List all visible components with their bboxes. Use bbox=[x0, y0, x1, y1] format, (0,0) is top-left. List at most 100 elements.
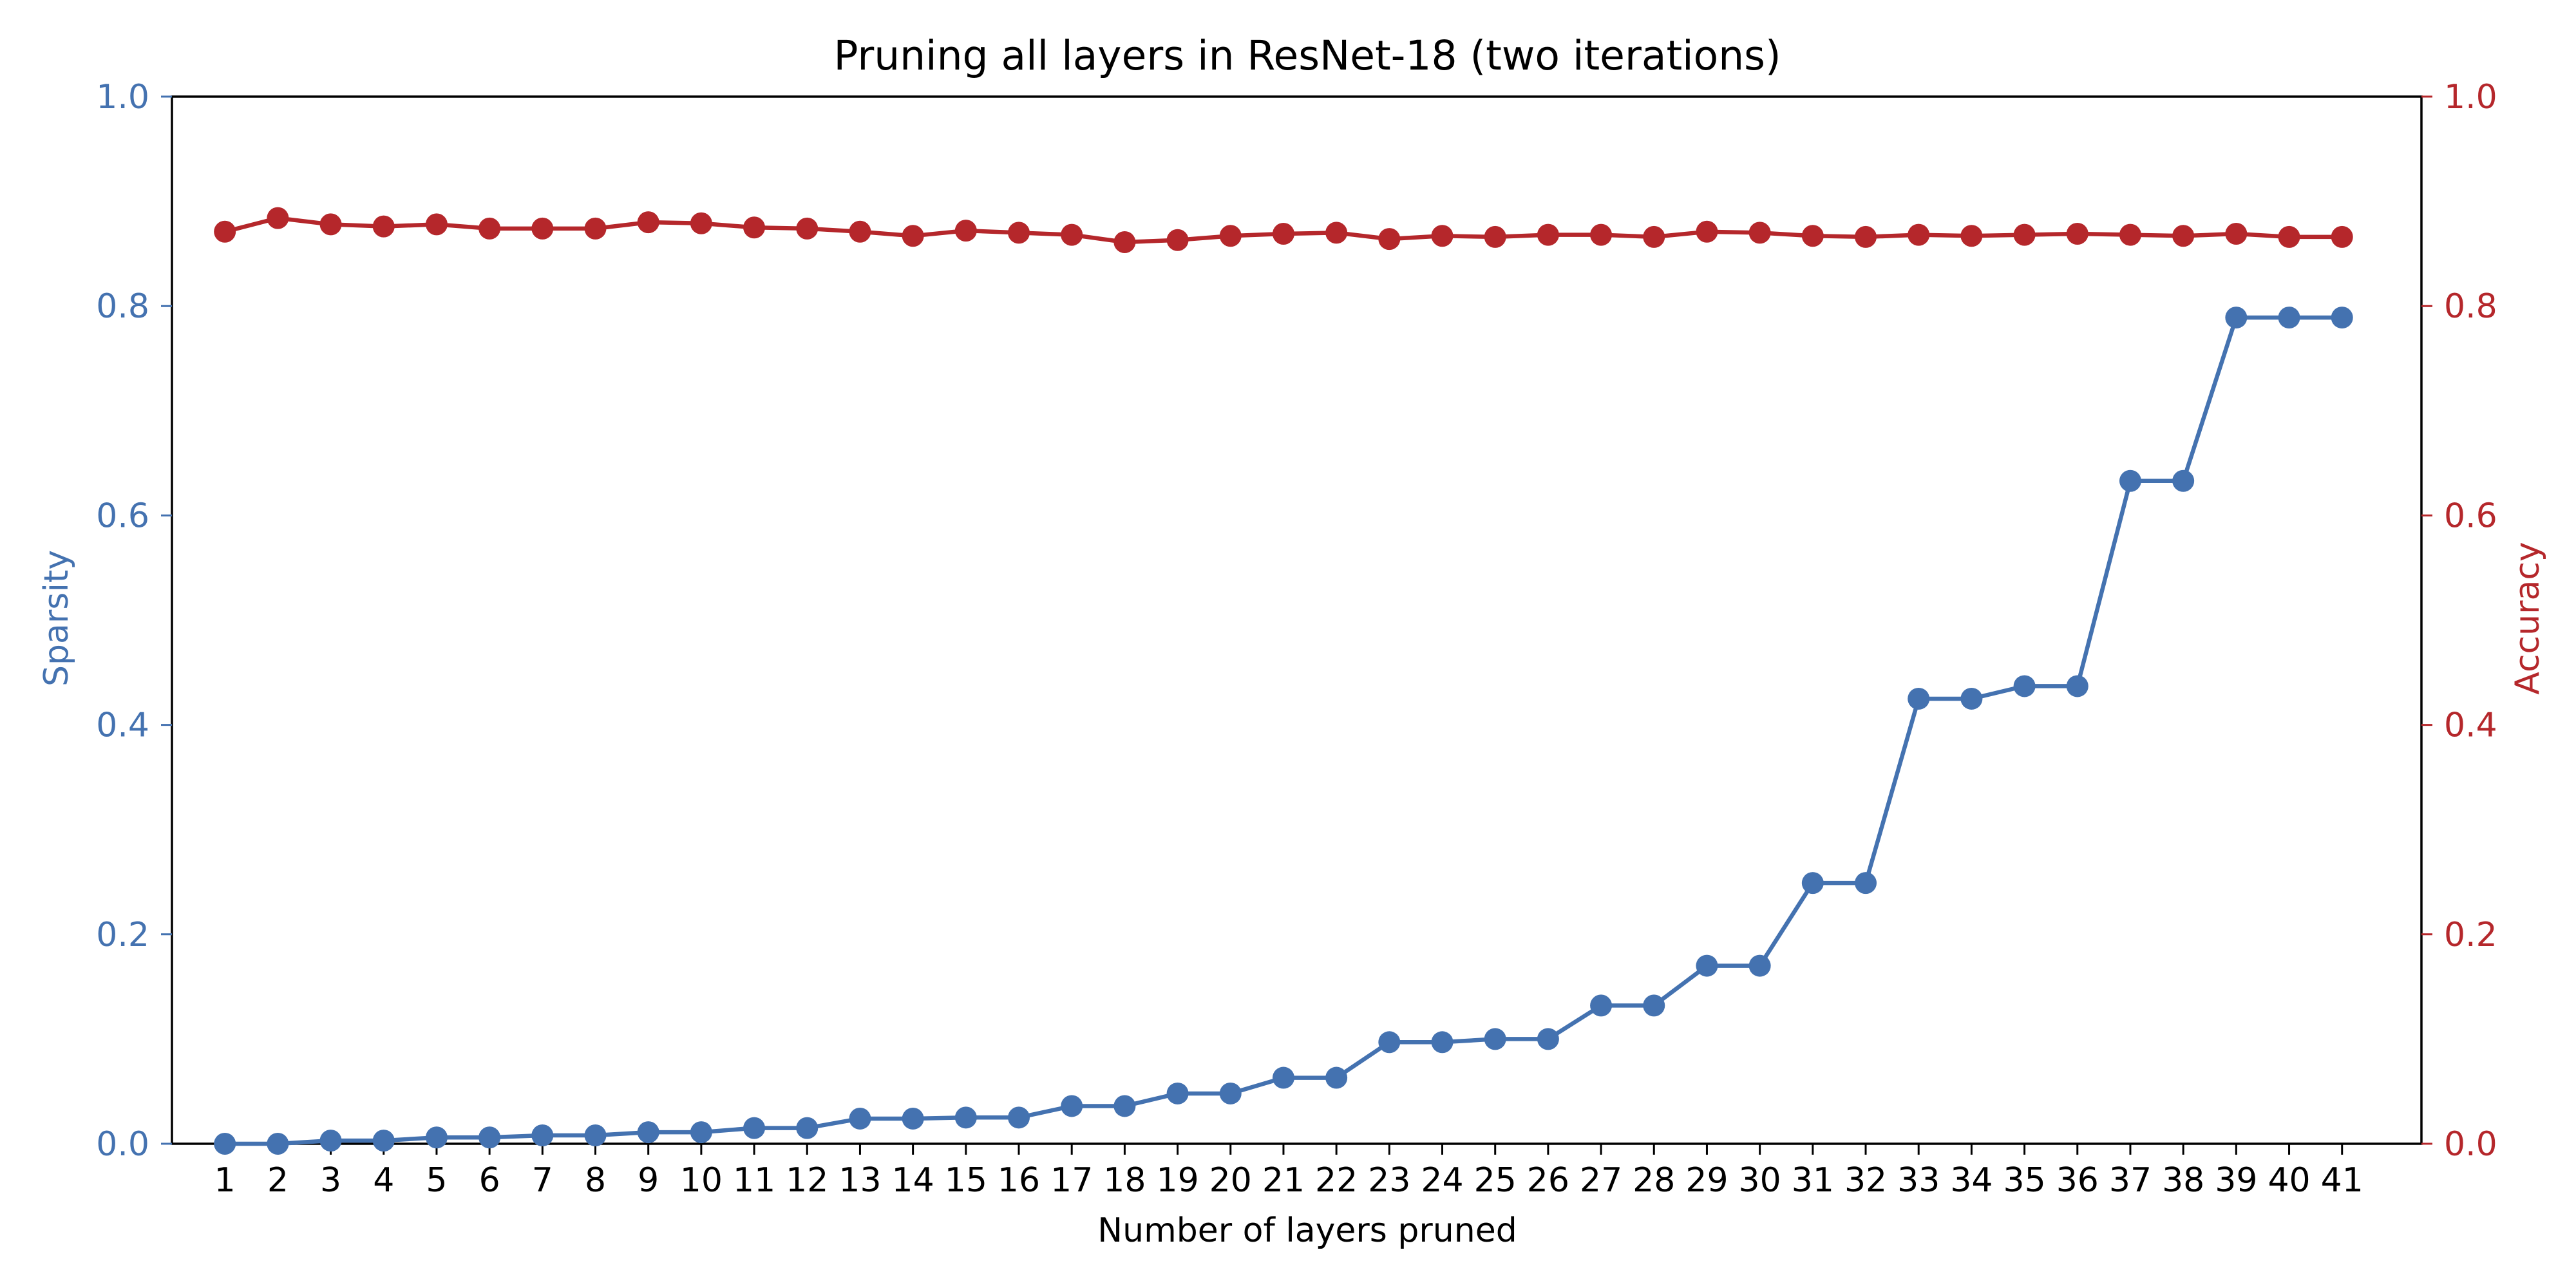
x-tick-label: 23 bbox=[1368, 1161, 1410, 1200]
x-tick-label: 24 bbox=[1421, 1161, 1463, 1200]
x-tick-label: 37 bbox=[2109, 1161, 2152, 1200]
x-tick-label: 1 bbox=[214, 1161, 236, 1200]
accuracy-point bbox=[478, 217, 501, 240]
sparsity-point bbox=[2278, 307, 2300, 329]
y-right-tick-label: 0.2 bbox=[2444, 916, 2497, 954]
plot-frame bbox=[171, 95, 2423, 1145]
accuracy-point bbox=[1748, 222, 1771, 244]
accuracy-point bbox=[1219, 225, 1242, 247]
y-right-tick-label: 0.4 bbox=[2444, 706, 2497, 745]
accuracy-point bbox=[902, 225, 924, 247]
sparsity-point bbox=[267, 1133, 289, 1155]
accuracy-point bbox=[584, 217, 607, 240]
sparsity-point bbox=[1590, 994, 1613, 1017]
y-left-tick-label: 0.8 bbox=[96, 287, 149, 326]
x-tick-label: 33 bbox=[1897, 1161, 1940, 1200]
x-tick-label: 41 bbox=[2321, 1161, 2363, 1200]
sparsity-point bbox=[319, 1130, 342, 1152]
x-tick-label: 40 bbox=[2268, 1161, 2310, 1200]
y-axis-label-left: Sparsity bbox=[37, 550, 76, 687]
accuracy-point bbox=[2119, 223, 2141, 246]
accuracy-point bbox=[743, 216, 766, 239]
y-left-tick-label: 0.6 bbox=[96, 497, 149, 535]
sparsity-point bbox=[1378, 1031, 1401, 1054]
sparsity-point bbox=[954, 1106, 977, 1129]
accuracy-point bbox=[796, 217, 819, 240]
accuracy-point bbox=[1431, 225, 1454, 247]
sparsity-point bbox=[1325, 1066, 1348, 1089]
accuracy-point bbox=[690, 212, 712, 234]
accuracy-point bbox=[1484, 225, 1506, 248]
x-tick-label: 19 bbox=[1156, 1161, 1198, 1200]
x-tick-label: 12 bbox=[786, 1161, 828, 1200]
x-tick-label: 11 bbox=[733, 1161, 775, 1200]
accuracy-point bbox=[1061, 223, 1083, 246]
x-tick-label: 30 bbox=[1739, 1161, 1781, 1200]
x-tick-label: 5 bbox=[426, 1161, 447, 1200]
accuracy-point bbox=[1166, 229, 1189, 251]
x-tick-label: 21 bbox=[1262, 1161, 1305, 1200]
y-left-tick-label: 0.2 bbox=[96, 916, 149, 954]
y-axis-label-right: Accuracy bbox=[2508, 542, 2547, 694]
accuracy-point bbox=[1696, 220, 1718, 243]
sparsity-point bbox=[2119, 469, 2141, 492]
sparsity-series-line bbox=[225, 315, 2342, 1146]
accuracy-point bbox=[2278, 225, 2300, 248]
sparsity-point bbox=[1431, 1031, 1454, 1054]
sparsity-point bbox=[214, 1133, 236, 1155]
x-tick-label: 29 bbox=[1685, 1161, 1728, 1200]
y-left-tick-label: 0.4 bbox=[96, 706, 149, 745]
x-tick-label: 9 bbox=[638, 1161, 659, 1200]
accuracy-point bbox=[954, 220, 977, 242]
sparsity-point bbox=[796, 1117, 819, 1139]
x-tick-label: 2 bbox=[267, 1161, 289, 1200]
y-left-tick-label: 1.0 bbox=[96, 78, 149, 117]
accuracy-point bbox=[1855, 225, 1877, 248]
accuracy-point bbox=[1008, 222, 1030, 244]
x-axis-label: Number of layers pruned bbox=[1097, 1211, 1517, 1250]
sparsity-point bbox=[1272, 1066, 1294, 1089]
accuracy-point bbox=[2172, 225, 2195, 247]
accuracy-point bbox=[319, 213, 342, 236]
sparsity-point bbox=[425, 1126, 448, 1149]
accuracy-point bbox=[1801, 225, 1824, 247]
x-tick-label: 17 bbox=[1050, 1161, 1093, 1200]
accuracy-point bbox=[372, 215, 395, 238]
sparsity-point bbox=[1113, 1095, 1136, 1117]
accuracy-point bbox=[1272, 223, 1294, 245]
accuracy-point bbox=[2225, 223, 2248, 245]
sparsity-point bbox=[1855, 872, 1877, 895]
x-tick-label: 8 bbox=[585, 1161, 606, 1200]
sparsity-point bbox=[2172, 469, 2195, 492]
y-right-tick-label: 1.0 bbox=[2444, 78, 2497, 117]
x-tick-label: 32 bbox=[1844, 1161, 1887, 1200]
x-tick-label: 20 bbox=[1209, 1161, 1252, 1200]
x-tick-label: 25 bbox=[1474, 1161, 1517, 1200]
sparsity-point bbox=[1696, 954, 1718, 977]
sparsity-point bbox=[1801, 872, 1824, 895]
x-tick-label: 27 bbox=[1580, 1161, 1622, 1200]
x-tick-label: 15 bbox=[945, 1161, 987, 1200]
x-tick-label: 34 bbox=[1950, 1161, 1993, 1200]
accuracy-point bbox=[531, 217, 554, 240]
x-tick-label: 38 bbox=[2162, 1161, 2204, 1200]
accuracy-point bbox=[1960, 225, 1983, 247]
sparsity-point bbox=[743, 1117, 766, 1139]
sparsity-point bbox=[849, 1107, 871, 1130]
sparsity-point bbox=[1219, 1082, 1242, 1104]
accuracy-point bbox=[425, 213, 448, 236]
sparsity-point bbox=[1008, 1106, 1030, 1129]
sparsity-point bbox=[2225, 307, 2248, 329]
y-right-tick-label: 0.0 bbox=[2444, 1125, 2497, 1164]
sparsity-point bbox=[2066, 675, 2088, 697]
plot-area: 1 2 3 4 5 6 7 8 9 10 11 12 13 14 15 16 17 18 19 20 21 22 23 24 2… bbox=[96, 78, 2497, 1200]
sparsity-point bbox=[637, 1121, 659, 1144]
sparsity-point bbox=[902, 1107, 924, 1130]
sparsity-point bbox=[1484, 1028, 1506, 1050]
y-left-tick-label: 0.0 bbox=[96, 1125, 149, 1164]
sparsity-point bbox=[1960, 687, 1983, 710]
x-tick-label: 35 bbox=[2003, 1161, 2046, 1200]
chart-title: Pruning all layers in ResNet-18 (two ite… bbox=[833, 32, 1781, 79]
x-tick-label: 13 bbox=[838, 1161, 881, 1200]
